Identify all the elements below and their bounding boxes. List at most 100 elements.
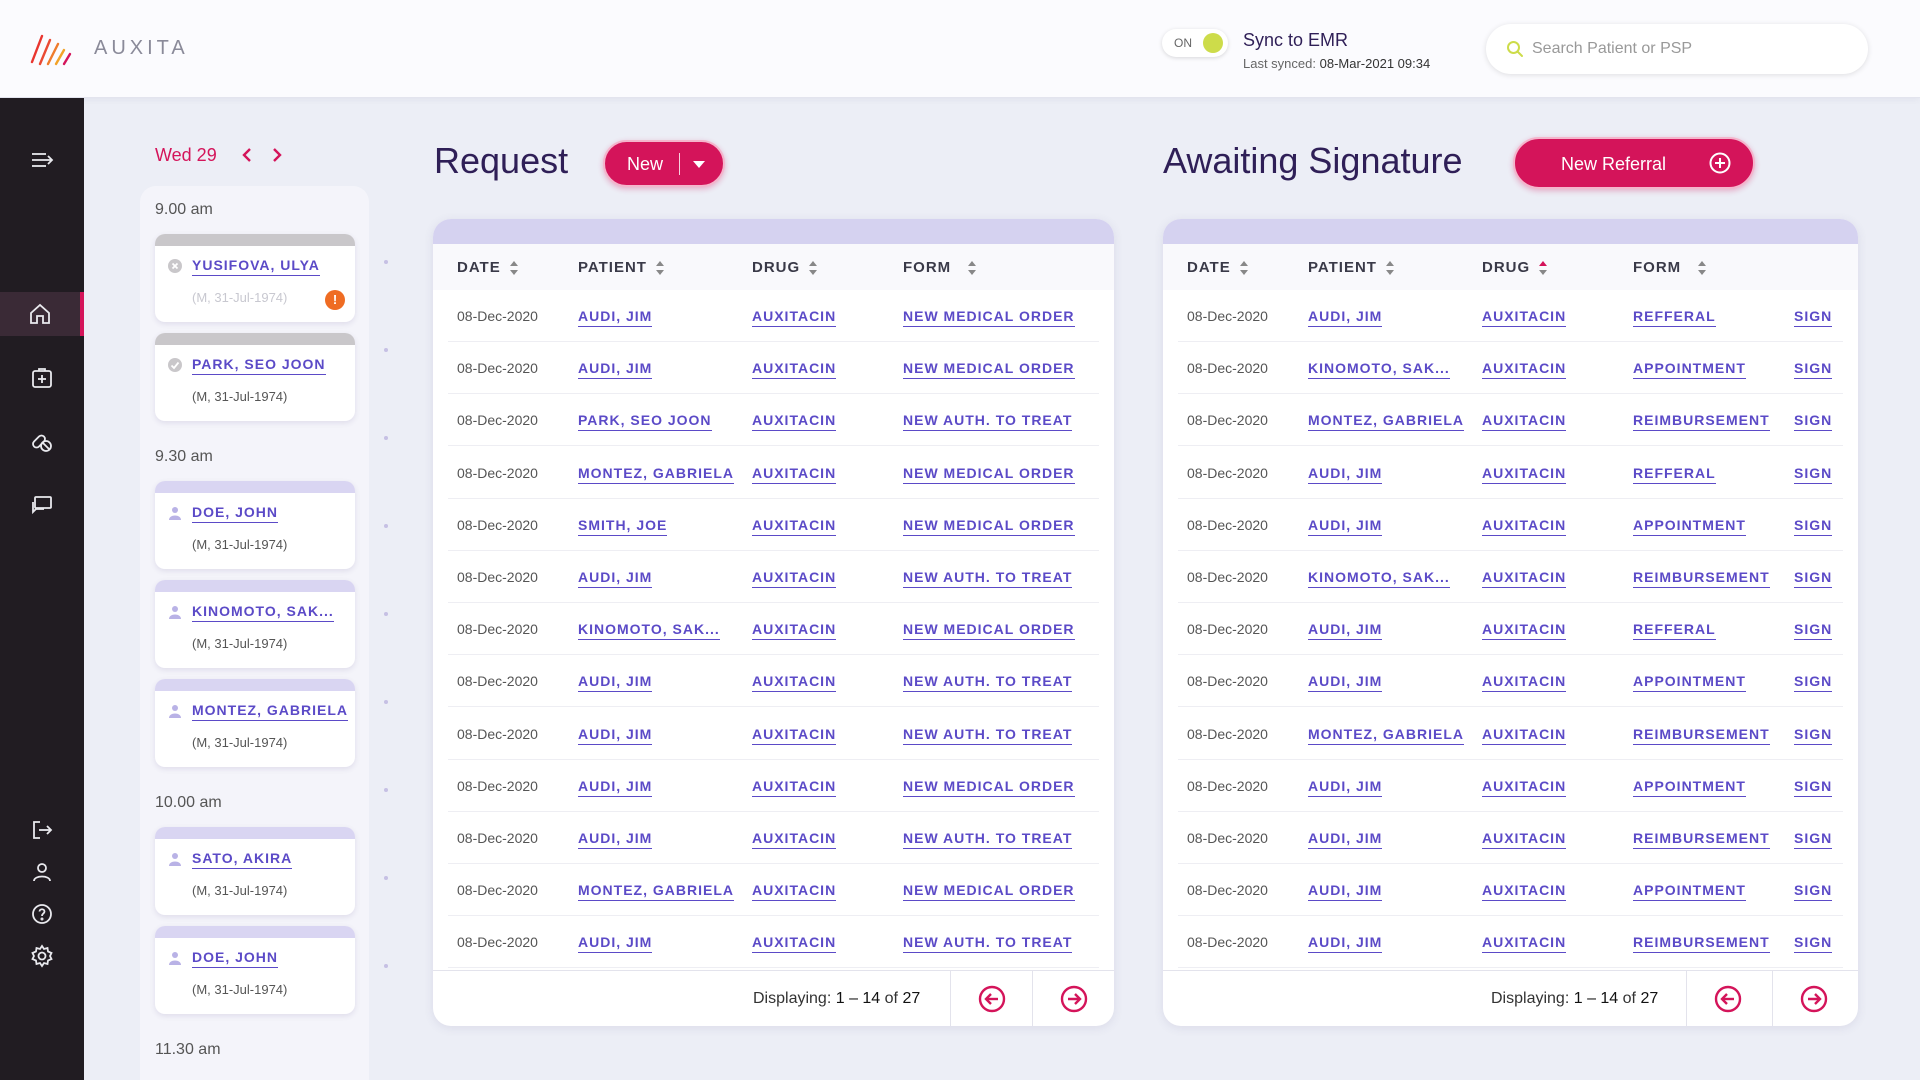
appointment-card[interactable]: KINOMOTO, SAK... (M, 31-Jul-1974) bbox=[155, 580, 355, 668]
row-patient-link[interactable]: SMITH, JOE bbox=[578, 517, 668, 536]
sync-toggle[interactable]: ON bbox=[1162, 29, 1228, 57]
row-drug-link[interactable]: AUXITACIN bbox=[752, 934, 837, 954]
row-patient-link[interactable]: AUDI, JIM bbox=[578, 726, 653, 745]
sidebar-item-profile[interactable] bbox=[0, 850, 84, 894]
row-patient-link[interactable]: KINOMOTO, SAK... bbox=[1308, 360, 1450, 380]
appointment-card[interactable]: PARK, SEO JOON (M, 31-Jul-1974) bbox=[155, 333, 355, 421]
row-form-link[interactable]: NEW MEDICAL ORDER bbox=[903, 308, 1075, 327]
row-patient-link[interactable]: AUDI, JIM bbox=[578, 673, 653, 693]
new-referral-button[interactable]: New Referral bbox=[1513, 137, 1755, 189]
row-drug-link[interactable]: AUXITACIN bbox=[1482, 726, 1567, 745]
row-form-link[interactable]: NEW MEDICAL ORDER bbox=[903, 465, 1075, 484]
sign-link[interactable]: SIGN bbox=[1794, 360, 1833, 380]
awaiting-prev-page-button[interactable] bbox=[1686, 971, 1768, 1026]
chevron-down-icon[interactable] bbox=[693, 161, 705, 168]
logo[interactable]: AUXITA bbox=[28, 28, 189, 68]
row-patient-link[interactable]: MONTEZ, GABRIELA bbox=[1308, 412, 1464, 432]
row-patient-link[interactable]: AUDI, JIM bbox=[1308, 673, 1383, 693]
row-drug-link[interactable]: AUXITACIN bbox=[752, 882, 837, 902]
schedule-list[interactable]: 9.00 am YUSIFOVA, ULYA (M, 31-Jul-1974) … bbox=[140, 186, 369, 1080]
sign-link[interactable]: SIGN bbox=[1794, 934, 1833, 954]
row-patient-link[interactable]: AUDI, JIM bbox=[578, 360, 653, 380]
row-form-link[interactable]: REFFERAL bbox=[1633, 465, 1716, 484]
appointment-patient-link[interactable]: PARK, SEO JOON bbox=[192, 356, 326, 375]
row-drug-link[interactable]: AUXITACIN bbox=[1482, 465, 1567, 484]
sidebar-item-home[interactable] bbox=[0, 292, 84, 336]
sign-link[interactable]: SIGN bbox=[1794, 726, 1833, 745]
row-drug-link[interactable]: AUXITACIN bbox=[1482, 621, 1567, 641]
row-form-link[interactable]: NEW AUTH. TO TREAT bbox=[903, 726, 1073, 745]
sidebar-item-logout[interactable] bbox=[0, 808, 84, 852]
row-patient-link[interactable]: KINOMOTO, SAK... bbox=[1308, 569, 1450, 588]
row-drug-link[interactable]: AUXITACIN bbox=[752, 412, 837, 432]
row-patient-link[interactable]: MONTEZ, GABRIELA bbox=[578, 465, 734, 484]
row-form-link[interactable]: REFFERAL bbox=[1633, 621, 1716, 641]
row-drug-link[interactable]: AUXITACIN bbox=[1482, 517, 1567, 536]
new-request-button[interactable]: New bbox=[603, 140, 725, 187]
row-patient-link[interactable]: AUDI, JIM bbox=[1308, 465, 1383, 484]
row-form-link[interactable]: REIMBURSEMENT bbox=[1633, 569, 1770, 588]
sign-link[interactable]: SIGN bbox=[1794, 465, 1833, 484]
row-form-link[interactable]: NEW MEDICAL ORDER bbox=[903, 778, 1075, 797]
column-header-drug[interactable]: DRUG bbox=[1482, 259, 1548, 276]
row-patient-link[interactable]: AUDI, JIM bbox=[578, 308, 653, 327]
row-drug-link[interactable]: AUXITACIN bbox=[752, 778, 837, 797]
row-drug-link[interactable]: AUXITACIN bbox=[752, 673, 837, 693]
row-drug-link[interactable]: AUXITACIN bbox=[1482, 673, 1567, 693]
row-form-link[interactable]: REIMBURSEMENT bbox=[1633, 726, 1770, 745]
row-form-link[interactable]: APPOINTMENT bbox=[1633, 882, 1746, 902]
row-form-link[interactable]: NEW MEDICAL ORDER bbox=[903, 360, 1075, 380]
row-form-link[interactable]: NEW AUTH. TO TREAT bbox=[903, 934, 1073, 954]
row-form-link[interactable]: REIMBURSEMENT bbox=[1633, 412, 1770, 432]
row-patient-link[interactable]: PARK, SEO JOON bbox=[578, 412, 712, 432]
appointment-card[interactable]: MONTEZ, GABRIELA (M, 31-Jul-1974) bbox=[155, 679, 355, 767]
row-drug-link[interactable]: AUXITACIN bbox=[1482, 778, 1567, 797]
appointment-patient-link[interactable]: MONTEZ, GABRIELA bbox=[192, 702, 348, 721]
row-form-link[interactable]: APPOINTMENT bbox=[1633, 673, 1746, 693]
sign-link[interactable]: SIGN bbox=[1794, 308, 1833, 327]
sidebar-item-pills[interactable] bbox=[0, 420, 84, 464]
row-patient-link[interactable]: AUDI, JIM bbox=[1308, 934, 1383, 954]
row-patient-link[interactable]: AUDI, JIM bbox=[578, 934, 653, 954]
row-drug-link[interactable]: AUXITACIN bbox=[752, 726, 837, 745]
row-patient-link[interactable]: AUDI, JIM bbox=[1308, 882, 1383, 902]
row-form-link[interactable]: NEW AUTH. TO TREAT bbox=[903, 569, 1073, 588]
column-header-patient[interactable]: PATIENT bbox=[1308, 259, 1395, 276]
appointment-card[interactable]: YUSIFOVA, ULYA (M, 31-Jul-1974) ! bbox=[155, 234, 355, 322]
row-form-link[interactable]: NEW AUTH. TO TREAT bbox=[903, 830, 1073, 849]
sign-link[interactable]: SIGN bbox=[1794, 621, 1833, 641]
row-drug-link[interactable]: AUXITACIN bbox=[1482, 412, 1567, 432]
sign-link[interactable]: SIGN bbox=[1794, 882, 1833, 902]
column-header-form[interactable]: FORM bbox=[1633, 259, 1707, 276]
column-header-form[interactable]: FORM bbox=[903, 259, 977, 276]
row-patient-link[interactable]: AUDI, JIM bbox=[1308, 778, 1383, 797]
search-input[interactable] bbox=[1532, 37, 1842, 61]
row-form-link[interactable]: NEW MEDICAL ORDER bbox=[903, 517, 1075, 536]
row-drug-link[interactable]: AUXITACIN bbox=[752, 569, 837, 588]
appointment-patient-link[interactable]: KINOMOTO, SAK... bbox=[192, 603, 334, 622]
row-drug-link[interactable]: AUXITACIN bbox=[752, 465, 837, 484]
sidebar-item-messages[interactable] bbox=[0, 484, 84, 528]
appointment-card[interactable]: DOE, JOHN (M, 31-Jul-1974) bbox=[155, 926, 355, 1014]
request-prev-page-button[interactable] bbox=[950, 971, 1032, 1026]
appointment-card[interactable]: DOE, JOHN (M, 31-Jul-1974) bbox=[155, 481, 355, 569]
row-form-link[interactable]: NEW MEDICAL ORDER bbox=[903, 621, 1075, 641]
awaiting-next-page-button[interactable] bbox=[1772, 971, 1854, 1026]
row-drug-link[interactable]: AUXITACIN bbox=[752, 830, 837, 849]
sign-link[interactable]: SIGN bbox=[1794, 778, 1833, 797]
sign-link[interactable]: SIGN bbox=[1794, 673, 1833, 693]
row-drug-link[interactable]: AUXITACIN bbox=[752, 360, 837, 380]
sidebar-item-menu-toggle[interactable] bbox=[0, 138, 84, 182]
row-patient-link[interactable]: AUDI, JIM bbox=[1308, 621, 1383, 641]
column-header-date[interactable]: DATE bbox=[1187, 259, 1249, 276]
row-form-link[interactable]: APPOINTMENT bbox=[1633, 778, 1746, 797]
request-next-page-button[interactable] bbox=[1032, 971, 1114, 1026]
row-form-link[interactable]: APPOINTMENT bbox=[1633, 517, 1746, 536]
row-drug-link[interactable]: AUXITACIN bbox=[752, 517, 837, 536]
row-patient-link[interactable]: AUDI, JIM bbox=[578, 830, 653, 849]
previous-day-button[interactable] bbox=[235, 143, 259, 167]
row-drug-link[interactable]: AUXITACIN bbox=[752, 621, 837, 641]
row-drug-link[interactable]: AUXITACIN bbox=[1482, 830, 1567, 849]
row-form-link[interactable]: APPOINTMENT bbox=[1633, 360, 1746, 380]
row-form-link[interactable]: REIMBURSEMENT bbox=[1633, 934, 1770, 954]
